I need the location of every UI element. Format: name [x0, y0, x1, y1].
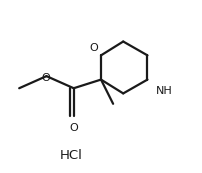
Text: HCl: HCl [59, 149, 82, 162]
Text: O: O [42, 73, 50, 83]
Text: O: O [89, 43, 98, 53]
Text: O: O [69, 123, 78, 133]
Text: NH: NH [156, 86, 172, 96]
